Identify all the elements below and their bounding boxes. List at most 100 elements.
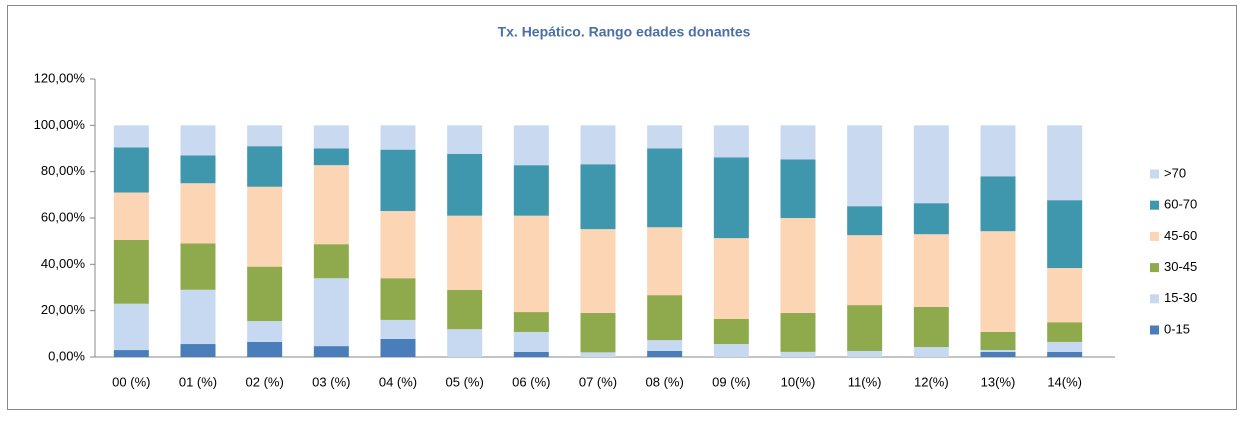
- bar-segment: [647, 227, 683, 296]
- x-tick-label: 12(%): [914, 374, 949, 389]
- bar-segment: [713, 157, 749, 239]
- bar-segment: [1047, 351, 1083, 357]
- bar-segment: [380, 338, 416, 357]
- bar-segment: [380, 125, 416, 150]
- bar-segment: [447, 215, 483, 290]
- x-tick-label: 00 (%): [112, 374, 150, 389]
- bar-segment: [980, 125, 1016, 177]
- x-tick-label: 10(%): [781, 374, 816, 389]
- x-tick-label: 04 (%): [379, 374, 417, 389]
- bar-segment: [647, 350, 683, 357]
- bar-segment: [313, 244, 349, 279]
- bar-segment: [380, 278, 416, 320]
- y-tick-label: 60,00%: [41, 209, 86, 224]
- bar-segment: [247, 146, 283, 187]
- bar-segment: [113, 125, 149, 148]
- bar-segment: [113, 303, 149, 351]
- bar-segment: [247, 341, 283, 357]
- bar-segment: [980, 176, 1016, 232]
- bar-segment: [247, 266, 283, 322]
- bar-segment: [447, 329, 483, 357]
- bar-segment: [847, 125, 883, 207]
- bar-segment: [180, 125, 216, 156]
- legend-label: 45-60: [1164, 228, 1197, 243]
- bar-segment: [513, 165, 549, 216]
- bar-segment: [313, 165, 349, 245]
- bar-segment: [780, 159, 816, 218]
- bar-segment: [580, 125, 616, 165]
- bar-segment: [780, 351, 816, 357]
- bar-segment: [713, 319, 749, 345]
- bar-segment: [180, 289, 216, 345]
- legend-swatch: [1150, 325, 1159, 335]
- bar-segment: [1047, 200, 1083, 269]
- bar-segment: [247, 186, 283, 267]
- legend-label: 0-15: [1164, 321, 1190, 336]
- bar-segment: [980, 331, 1016, 351]
- y-tick-label: 0,00%: [48, 348, 85, 363]
- bar-segment: [580, 164, 616, 230]
- legend-swatch: [1150, 263, 1159, 273]
- bar-segment: [247, 321, 283, 342]
- bar-segment: [713, 125, 749, 158]
- bar-segment: [113, 240, 149, 304]
- bar-segment: [1047, 268, 1083, 323]
- x-tick-label: 06 (%): [512, 374, 550, 389]
- legend-swatch: [1150, 294, 1159, 304]
- bar-segment: [780, 218, 816, 313]
- bar-segment: [113, 147, 149, 193]
- bar-segment: [647, 125, 683, 149]
- y-tick-label: 20,00%: [41, 302, 86, 317]
- legend-label: >70: [1164, 165, 1186, 180]
- y-tick-label: 40,00%: [41, 256, 86, 271]
- bar-segment: [247, 125, 283, 147]
- bar-segment: [313, 278, 349, 347]
- bar-segment: [180, 183, 216, 244]
- bar-segment: [647, 148, 683, 228]
- bar-segment: [380, 149, 416, 212]
- bar-segment: [313, 346, 349, 357]
- bar-segment: [847, 305, 883, 351]
- bar-segment: [513, 312, 549, 332]
- bar-segment: [1047, 341, 1083, 352]
- bar-segment: [447, 289, 483, 330]
- bar-segment: [513, 331, 549, 352]
- bar-segment: [380, 211, 416, 279]
- x-tick-label: 01 (%): [179, 374, 217, 389]
- x-tick-label: 07 (%): [579, 374, 617, 389]
- bar-segment: [980, 231, 1016, 332]
- bar-segment: [913, 234, 949, 307]
- x-tick-label: 11(%): [848, 374, 882, 389]
- bar-segment: [447, 153, 483, 216]
- x-tick-label: 14(%): [1047, 374, 1082, 389]
- bar-segment: [780, 125, 816, 160]
- legend-label: 15-30: [1164, 290, 1197, 305]
- bar-segment: [713, 344, 749, 357]
- bar-segment: [780, 312, 816, 352]
- x-tick-label: 08 (%): [646, 374, 684, 389]
- bar-segment: [580, 312, 616, 353]
- bar-segment: [713, 238, 749, 320]
- bar-segment: [513, 125, 549, 166]
- bar-segment: [913, 125, 949, 204]
- bar-segment: [313, 148, 349, 166]
- bar-segment: [980, 350, 1016, 352]
- y-tick-label: 80,00%: [41, 163, 86, 178]
- bar-segment: [513, 351, 549, 357]
- bar-segment: [980, 351, 1016, 357]
- bar-segment: [647, 295, 683, 341]
- x-tick-label: 05 (%): [446, 374, 484, 389]
- legend-label: 60-70: [1164, 197, 1197, 212]
- chart-title: Tx. Hepático. Rango edades donantes: [498, 24, 751, 40]
- bar-segment: [380, 319, 416, 339]
- bar-segment: [1047, 125, 1083, 201]
- bar-segment: [180, 344, 216, 357]
- bar-segment: [313, 125, 349, 149]
- bar-segment: [113, 350, 149, 357]
- legend-label: 30-45: [1164, 259, 1197, 274]
- bar-segment: [847, 235, 883, 306]
- bar-segment: [847, 206, 883, 236]
- bar-segment: [580, 352, 616, 357]
- bar-segment: [513, 215, 549, 313]
